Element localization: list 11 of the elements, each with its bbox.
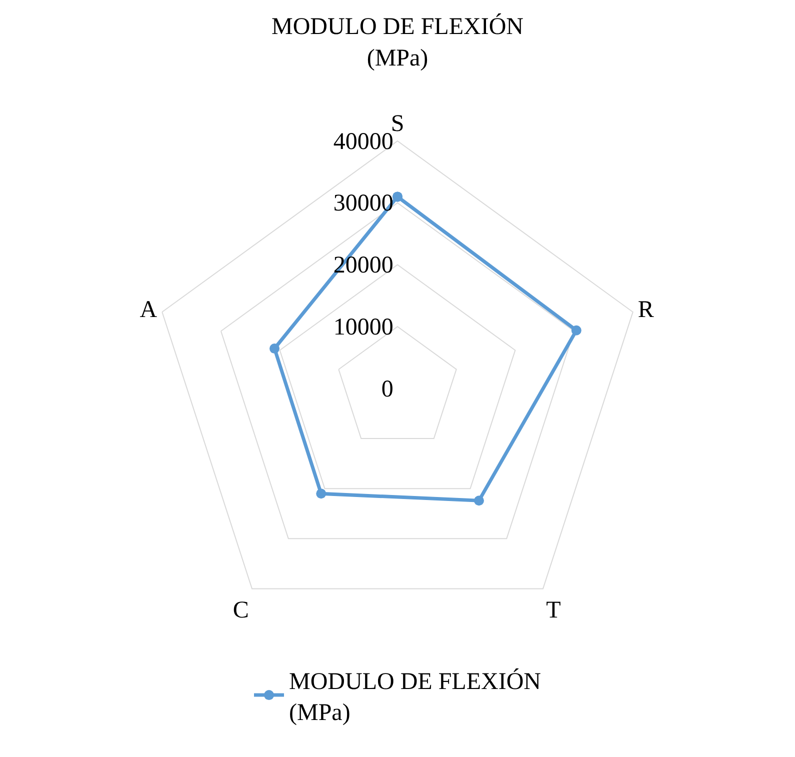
- spoke-label: A: [140, 296, 158, 323]
- y-tick-label: 40000: [333, 128, 394, 155]
- legend-label: MODULO DE FLEXIÓN (MPa): [289, 668, 541, 726]
- spoke-label: S: [390, 110, 404, 137]
- spoke-label: T: [546, 597, 562, 624]
- y-tick-label: 10000: [333, 314, 394, 340]
- spoke-label: R: [638, 296, 654, 323]
- y-tick-label: 30000: [333, 190, 394, 217]
- spoke-label: C: [232, 597, 249, 624]
- chart-title: MODULO DE FLEXIÓN (MPa): [272, 13, 524, 72]
- y-tick-label: 0: [381, 376, 394, 402]
